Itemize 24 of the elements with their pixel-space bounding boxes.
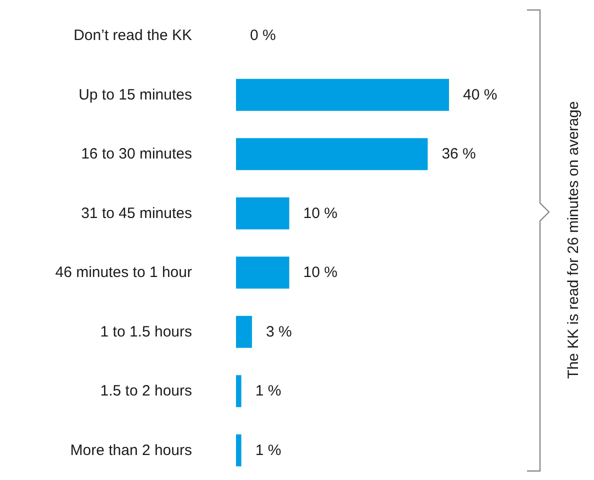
y-tick-label: 16 to 30 minutes: [81, 146, 192, 163]
bar: [236, 434, 242, 466]
data-label: 10 %: [303, 204, 338, 222]
bar: [236, 138, 428, 170]
y-tick-label: Don’t read the KK: [74, 27, 192, 44]
y-tick-label: 46 minutes to 1 hour: [55, 264, 192, 282]
data-label: 0 %: [250, 27, 276, 44]
text: The KK is read for 26 minutes on average: [565, 101, 582, 379]
data-label: 3 %: [266, 323, 292, 340]
bar: [236, 78, 449, 111]
y-tick-label: Up to 15 minutes: [78, 86, 192, 104]
bar: [236, 375, 242, 408]
y-tick-label: 1 to 1.5 hours: [100, 323, 192, 340]
data-label: 10 %: [303, 264, 338, 282]
data-label: 40 %: [463, 86, 498, 104]
bar: [236, 316, 252, 348]
data-label: 36 %: [442, 146, 476, 163]
data-label: 1 %: [255, 442, 282, 459]
y-tick-label: 31 to 45 minutes: [81, 204, 192, 222]
bar: [236, 197, 290, 230]
bar: [236, 256, 290, 289]
data-label: 1 %: [255, 382, 282, 400]
y-tick-label: 1.5 to 2 hours: [100, 382, 192, 400]
y-tick-label: More than 2 hours: [70, 442, 192, 459]
